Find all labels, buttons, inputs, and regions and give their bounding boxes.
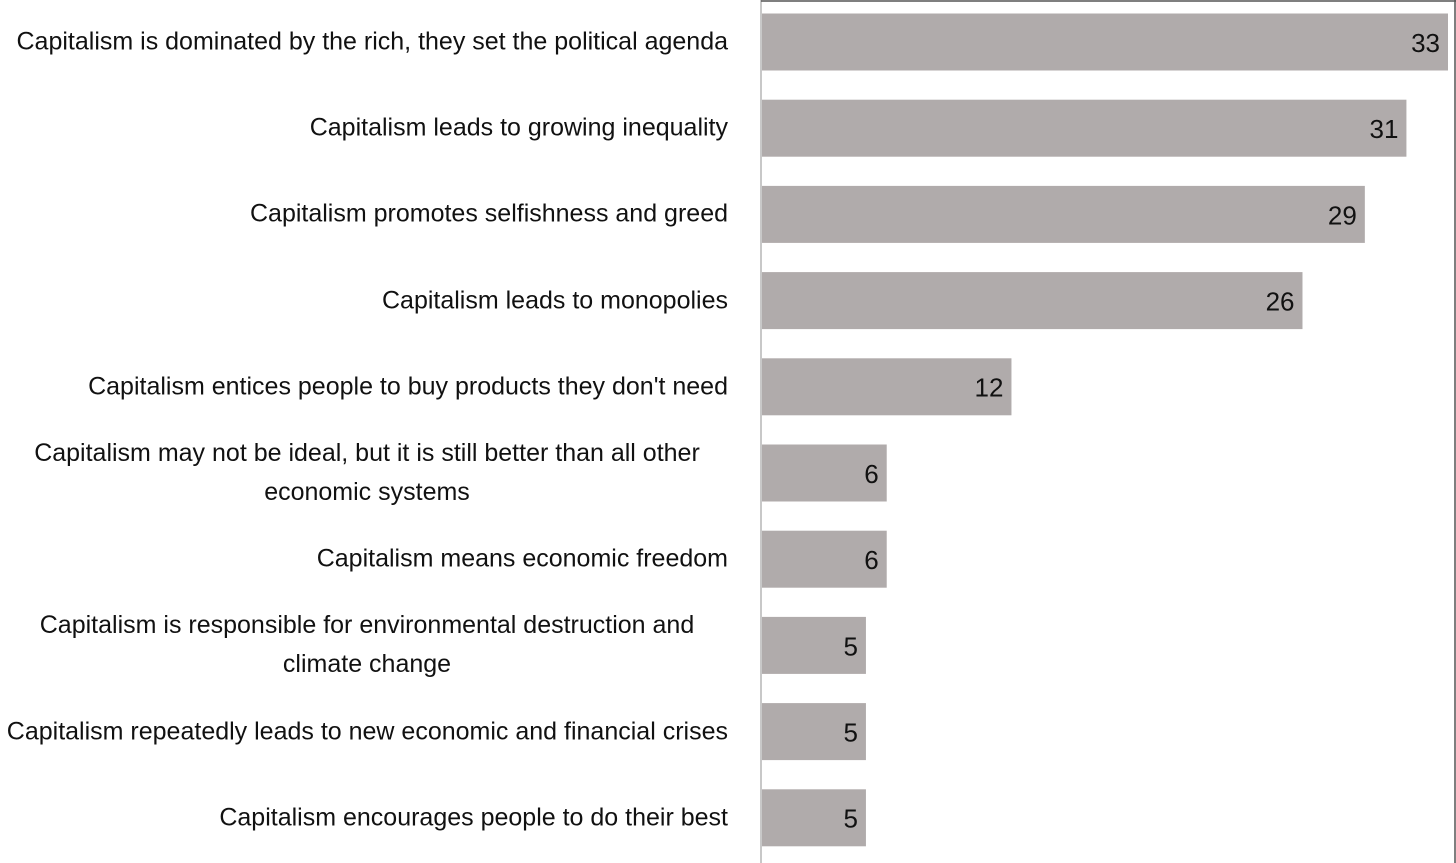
bar	[762, 13, 1448, 71]
bar	[762, 272, 1303, 330]
bar	[762, 616, 866, 674]
value-label: 29	[1328, 200, 1357, 230]
category-label: Capitalism means economic freedom	[316, 544, 728, 573]
bar	[762, 530, 887, 588]
category-label: Capitalism encourages people to do their…	[219, 803, 728, 832]
category-label: Capitalism is responsible for environmen…	[39, 611, 695, 679]
category-label: Capitalism leads to monopolies	[381, 286, 728, 315]
bar	[762, 789, 866, 847]
value-label: 26	[1266, 286, 1295, 316]
bar	[762, 99, 1407, 157]
bar	[762, 358, 1012, 416]
category-label: Capitalism promotes selfishness and gree…	[249, 199, 728, 228]
value-label: 6	[864, 459, 878, 489]
value-label: 31	[1370, 114, 1399, 144]
category-label: Capitalism is dominated by the rich, the…	[16, 27, 729, 56]
category-label: Capitalism may not be ideal, but it is s…	[34, 439, 700, 506]
value-label: 5	[843, 717, 857, 747]
value-label: 5	[843, 631, 857, 661]
value-label: 5	[843, 804, 857, 834]
bar	[762, 703, 866, 761]
category-label: Capitalism leads to growing inequality	[309, 113, 728, 142]
value-label: 6	[864, 545, 878, 575]
bar	[762, 444, 887, 502]
value-label: 12	[975, 373, 1004, 403]
value-label: 33	[1411, 28, 1440, 58]
bar	[762, 185, 1365, 243]
category-label: Capitalism entices people to buy product…	[88, 372, 728, 401]
category-label: Capitalism repeatedly leads to new econo…	[6, 717, 728, 746]
